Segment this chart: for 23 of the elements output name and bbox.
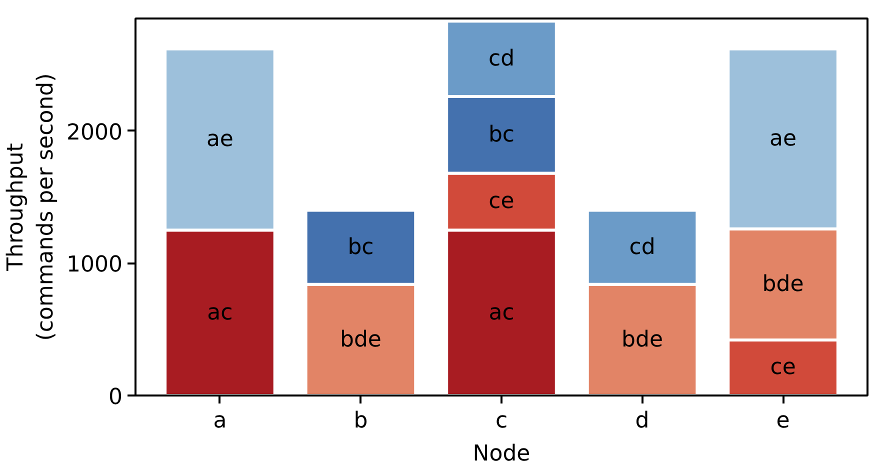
text: ae xyxy=(770,126,797,152)
series-label: cd xyxy=(629,234,656,260)
y-tick-label: 2000 xyxy=(66,120,123,146)
x-tick-label: b xyxy=(354,408,368,434)
text: bde xyxy=(340,327,382,352)
text: ac xyxy=(207,300,233,326)
x-axis-title: Node xyxy=(472,442,530,466)
text: bc xyxy=(488,122,515,148)
y-tick-label: 1000 xyxy=(66,252,123,278)
text: bde xyxy=(762,272,804,297)
x-tick-label: c xyxy=(495,408,508,434)
series-label: ce xyxy=(770,355,796,380)
y-tick-label: 0 xyxy=(108,385,123,410)
text: ce xyxy=(488,189,514,214)
series-label: ae xyxy=(206,127,234,152)
series-label: ac xyxy=(488,300,514,326)
y-axis-title: Throughput (commands per second) xyxy=(4,73,59,341)
series-label: bde xyxy=(622,327,664,352)
series-label: bc xyxy=(348,234,374,260)
text: cd xyxy=(488,46,515,72)
x-tick-label: a xyxy=(213,408,227,434)
x-tick-label: d xyxy=(635,408,650,434)
x-tick-label: e xyxy=(776,408,790,434)
